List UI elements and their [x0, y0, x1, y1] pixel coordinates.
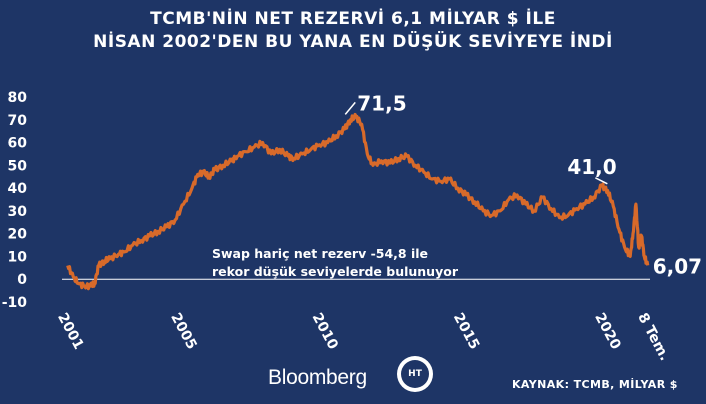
y-tick-label: 10 [8, 249, 28, 265]
y-tick-label: 40 [8, 181, 28, 197]
x-tick-label: 2001 [54, 310, 86, 352]
x-tick-label: 2010 [309, 310, 342, 352]
y-tick-label: 50 [8, 158, 28, 174]
series-line-net-reserve [66, 112, 650, 291]
note-line: rekor düşük seviyelerde bulunuyor [212, 264, 459, 279]
title-line-1: TCMB'NİN NET REZERVİ 6,1 MİLYAR $ İLE [150, 9, 556, 29]
annotation-leader-line [595, 177, 608, 185]
y-tick-label: 20 [8, 227, 28, 243]
y-tick-label: 70 [8, 113, 28, 129]
y-tick-label: 80 [8, 90, 28, 106]
y-axis-ticks: -10 0 10 20 30 40 50 60 70 80 [2, 90, 28, 311]
bloomberg-logo: Bloomberg [268, 366, 367, 389]
note-line: Swap hariç net rezerv -54,8 ile [212, 246, 428, 261]
annotations: 71,5 41,0 6,07 [344, 91, 702, 278]
ht-logo-icon: HT [397, 356, 433, 392]
y-tick-label: -10 [2, 295, 28, 311]
source-label: KAYNAK: TCMB, MİLYAR $ [512, 378, 678, 391]
y-tick-label: 0 [17, 272, 27, 288]
annotation-leader-line [344, 101, 356, 115]
x-tick-label: 2005 [167, 310, 199, 352]
y-tick-label: 60 [8, 136, 28, 152]
annotation-label: 41,0 [567, 155, 616, 179]
x-tick-label: 2020 [591, 310, 624, 352]
x-tick-label: 2015 [450, 310, 482, 352]
annotation-label: 71,5 [357, 91, 406, 115]
title-line-2: NİSAN 2002'DEN BU YANA EN DÜŞÜK SEVİYEYE… [93, 32, 613, 52]
y-tick-label: 30 [8, 204, 28, 220]
x-axis-ticks: 2001 2005 2010 2015 2020 8 Tem. [54, 310, 672, 363]
x-tick-label: 8 Tem. [634, 310, 672, 363]
chart-title: TCMB'NİN NET REZERVİ 6,1 MİLYAR $ İLE Nİ… [0, 8, 706, 54]
note-text: Swap hariç net rezerv -54,8 ile rekor düş… [212, 246, 459, 279]
ht-logo-text: HT [401, 360, 429, 388]
annotation-label: 6,07 [653, 254, 702, 278]
